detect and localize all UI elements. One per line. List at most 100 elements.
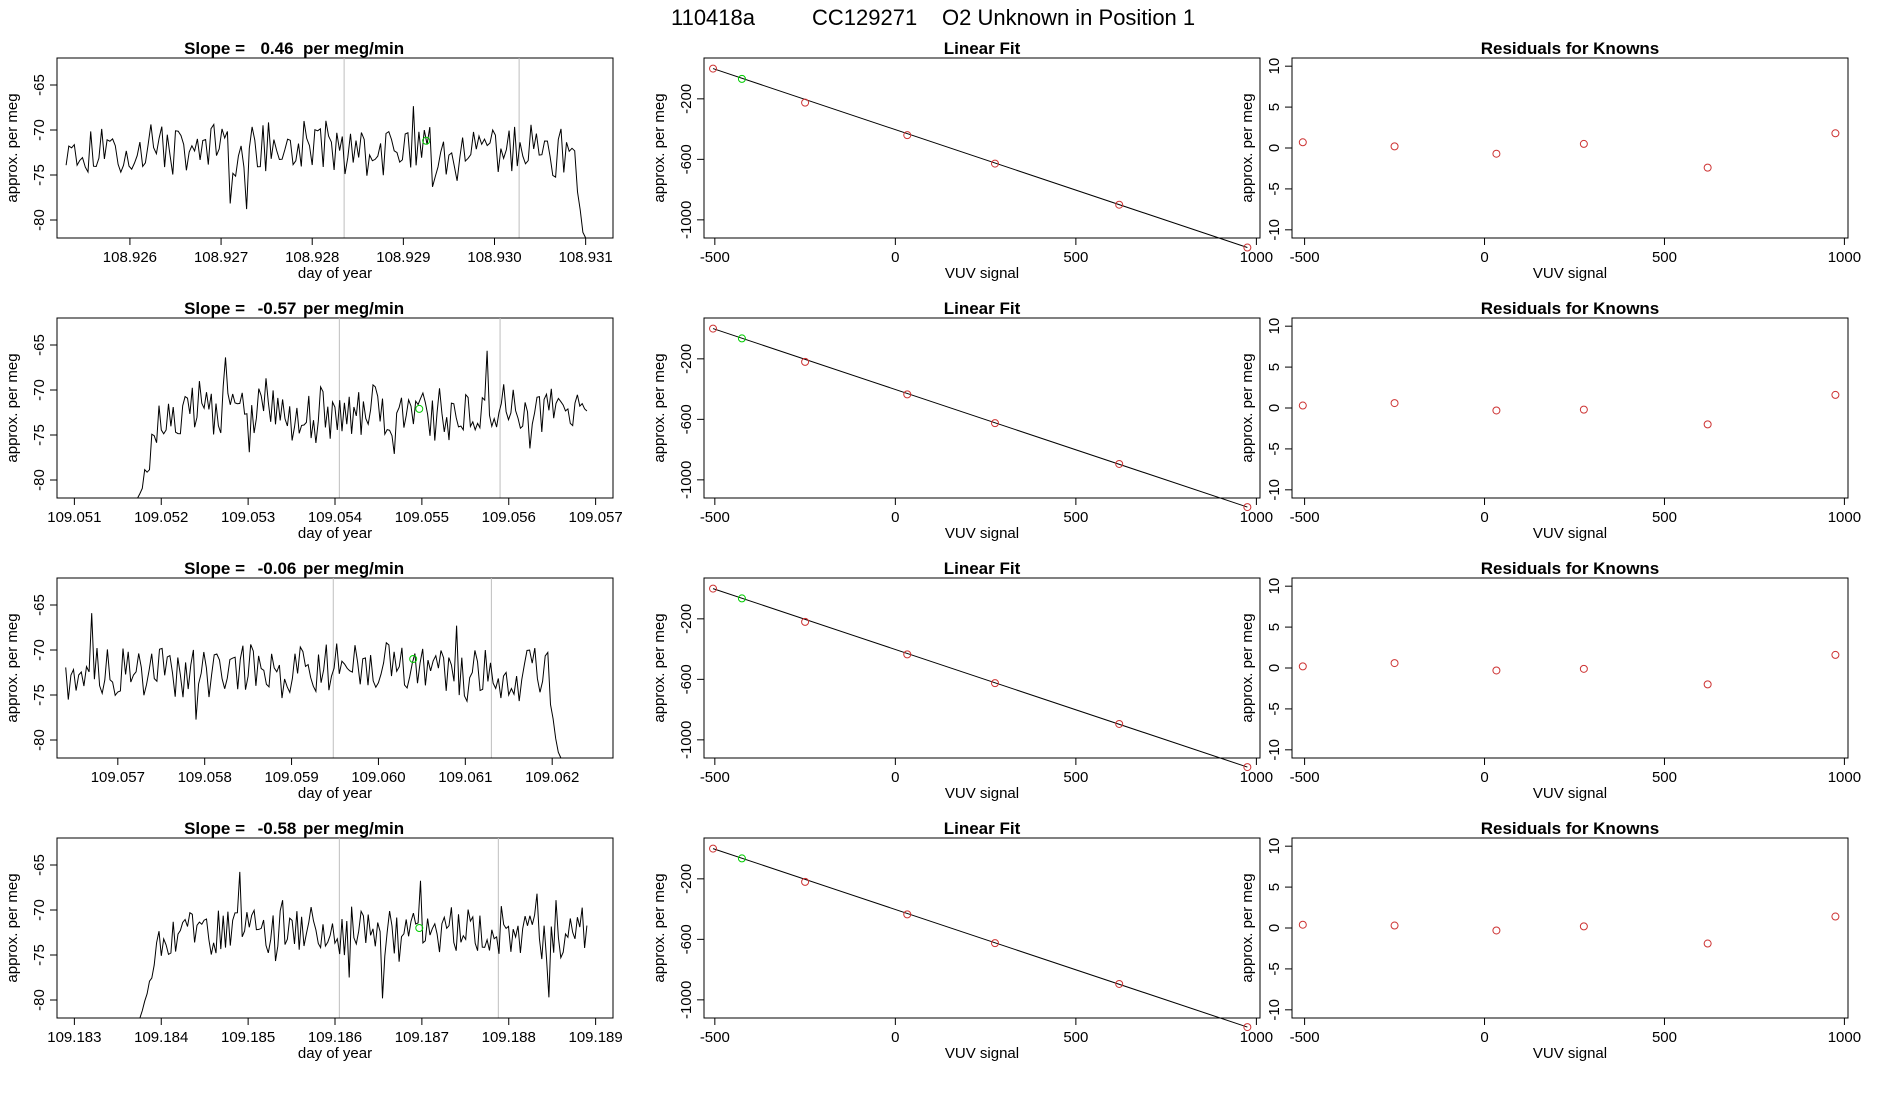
- fit-line: [712, 68, 1248, 249]
- x-tick-label: -500: [1290, 769, 1320, 786]
- y-tick-label: 5: [1266, 103, 1283, 111]
- known-point: [709, 324, 718, 333]
- y-tick-label: 10: [1266, 578, 1283, 595]
- x-axis: 108.926 108.927 108.928 108.929 108.930 108.9…: [103, 237, 613, 282]
- y-axis-label: approx. per meg: [651, 353, 668, 462]
- x-axis-label: VUV signal: [1533, 1045, 1607, 1062]
- residual-point: [1831, 129, 1840, 138]
- slope-value: -0.57: [258, 299, 297, 318]
- y-tick-label: -200: [678, 84, 695, 114]
- x-tick-label: 108.929: [376, 249, 430, 266]
- y-axis-label: approx. per meg: [1239, 93, 1256, 202]
- y-tick-label: -10: [1266, 739, 1283, 761]
- known-point: [903, 910, 912, 919]
- y-axis: -200 -600 -1000 approx. per meg: [651, 344, 705, 499]
- y-tick-label: -65: [31, 854, 48, 876]
- x-tick-label: 109.057: [569, 509, 623, 526]
- y-tick-label: -80: [31, 209, 48, 231]
- known-point: [990, 159, 999, 168]
- x-tick-label: 109.059: [264, 769, 318, 786]
- known-point: [801, 98, 810, 107]
- x-tick-label: 0: [891, 1029, 899, 1046]
- x-tick-label: -500: [1290, 509, 1320, 526]
- residual-point: [1298, 401, 1307, 410]
- plot-frame: [1291, 57, 1849, 239]
- y-tick-label: -75: [31, 424, 48, 446]
- residual-point: [1390, 142, 1399, 151]
- figure-header: 110418a CC129271 O2 Unknown in Position …: [671, 5, 1195, 30]
- plot-frame: [1291, 317, 1849, 499]
- x-tick-label: 1000: [1240, 509, 1273, 526]
- signal-trace: [135, 350, 588, 499]
- known-point: [709, 584, 718, 593]
- unknown-point: [737, 854, 746, 863]
- linear-fit-panel: Linear Fit -500 0 500 1000 VUV signal -200 -600…: [651, 559, 1273, 802]
- x-tick-label: 1000: [1828, 509, 1861, 526]
- plot-frame: [703, 317, 1261, 499]
- residual-point: [1492, 666, 1501, 675]
- x-tick-label: -500: [700, 1029, 730, 1046]
- y-axis-label: approx. per meg: [4, 613, 21, 722]
- y-tick-label: -1000: [678, 461, 695, 499]
- y-axis-label: approx. per meg: [1239, 353, 1256, 462]
- y-axis-label: approx. per meg: [1239, 613, 1256, 722]
- known-point: [1115, 719, 1124, 728]
- residual-point: [1390, 399, 1399, 408]
- y-axis-label: approx. per meg: [4, 873, 21, 982]
- x-tick-label: 109.188: [482, 1029, 536, 1046]
- x-tick-label: 109.061: [438, 769, 492, 786]
- known-point: [1243, 763, 1252, 772]
- x-tick-label: 109.053: [221, 509, 275, 526]
- y-tick-label: -10: [1266, 999, 1283, 1021]
- x-axis: -500 0 500 1000 VUV signal: [1290, 1017, 1861, 1062]
- x-tick-label: -500: [1290, 249, 1320, 266]
- signal-trace: [65, 106, 587, 239]
- y-axis: 10 5 0 -5 -10 approx. per meg: [1239, 318, 1293, 501]
- y-axis-label: approx. per meg: [651, 873, 668, 982]
- x-tick-label: 500: [1063, 1029, 1088, 1046]
- slope-suffix: per meg/min: [303, 299, 404, 318]
- x-tick-label: 109.189: [569, 1029, 623, 1046]
- panel-title: Linear Fit: [944, 39, 1021, 58]
- y-tick-label: 10: [1266, 58, 1283, 75]
- slope-value: -0.06: [258, 559, 297, 578]
- plot-frame: [703, 577, 1261, 759]
- known-point: [801, 877, 810, 886]
- x-tick-label: 1000: [1828, 249, 1861, 266]
- x-tick-label: -500: [700, 769, 730, 786]
- x-tick-label: 109.051: [47, 509, 101, 526]
- y-tick-label: -70: [31, 119, 48, 141]
- x-tick-label: 108.930: [467, 249, 521, 266]
- y-tick-label: -65: [31, 74, 48, 96]
- y-tick-label: -65: [31, 594, 48, 616]
- fit-line: [712, 588, 1248, 768]
- x-tick-label: 1000: [1240, 249, 1273, 266]
- slope-prefix: Slope =: [184, 39, 245, 58]
- known-point: [903, 650, 912, 659]
- slope-suffix: per meg/min: [303, 819, 404, 838]
- y-axis: -200 -600 -1000 approx. per meg: [651, 864, 705, 1019]
- y-tick-label: -5: [1266, 962, 1283, 975]
- residuals-panel: Residuals for Knowns -500 0 500 1000 VUV sign…: [1239, 299, 1861, 542]
- known-point: [1243, 243, 1252, 252]
- unknown-mean-point: [409, 655, 418, 663]
- residuals-panel: Residuals for Knowns -500 0 500 1000 VUV sign…: [1239, 819, 1861, 1062]
- unknown-mean-point: [415, 924, 424, 932]
- linear-fit-panel: Linear Fit -500 0 500 1000 VUV signal -200 -600…: [651, 819, 1273, 1062]
- panel-title: Linear Fit: [944, 559, 1021, 578]
- y-tick-label: -10: [1266, 219, 1283, 241]
- x-tick-label: 1000: [1828, 769, 1861, 786]
- y-tick-label: -600: [678, 924, 695, 954]
- known-point: [1243, 503, 1252, 512]
- slope-prefix: Slope =: [184, 819, 245, 838]
- x-axis: -500 0 500 1000 VUV signal: [700, 757, 1273, 802]
- known-point: [1115, 459, 1124, 468]
- known-point: [990, 939, 999, 948]
- known-point: [990, 419, 999, 428]
- y-axis-label: approx. per meg: [1239, 873, 1256, 982]
- y-tick-label: -200: [678, 864, 695, 894]
- y-tick-label: -600: [678, 664, 695, 694]
- y-axis: 10 5 0 -5 -10 approx. per meg: [1239, 838, 1293, 1021]
